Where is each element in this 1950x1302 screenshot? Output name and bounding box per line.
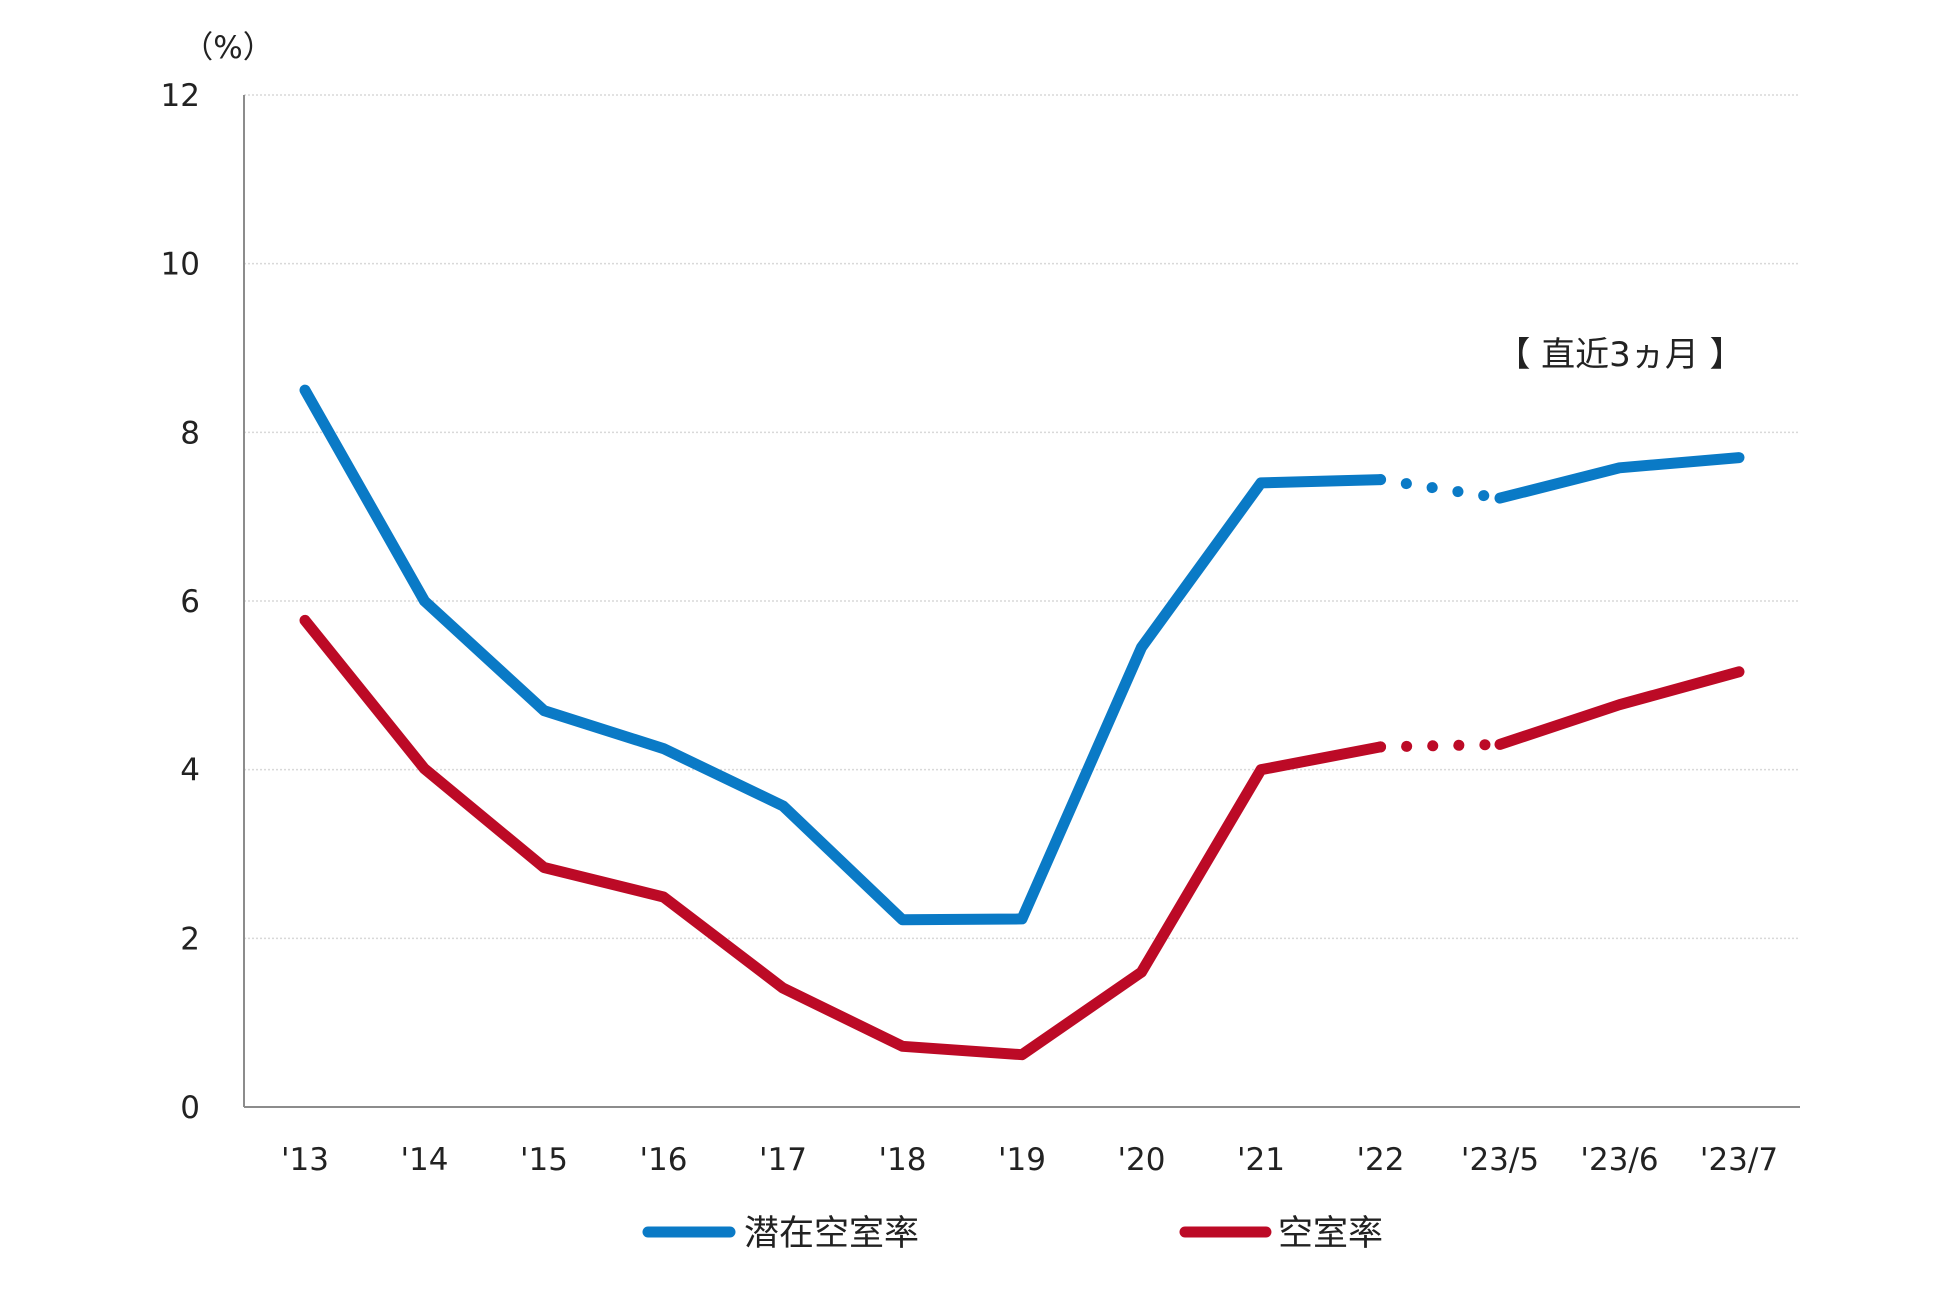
y-tick-label: 12 xyxy=(161,78,200,114)
series-line-2-gap xyxy=(1375,738,1506,753)
series-line-2-monthly xyxy=(1494,666,1745,750)
x-tick-label: '20 xyxy=(1118,1142,1166,1178)
x-tick-label: '13 xyxy=(281,1142,329,1178)
legend-label: 空室率 xyxy=(1278,1214,1383,1254)
x-tick-label: '18 xyxy=(879,1142,927,1178)
series-line-2-annual xyxy=(299,614,1386,1061)
axes: 0 2 4 6 8 10 12 '13 '14 '15 '16 '17 '18 '19 '20 '21 '22 '… xyxy=(161,78,1800,1178)
x-tick-label: '22 xyxy=(1357,1142,1405,1178)
y-tick-label: 6 xyxy=(180,584,200,620)
y-tick-label: 0 xyxy=(180,1090,200,1126)
y-axis-unit-label: （%） xyxy=(182,30,273,66)
x-tick-label: '23/6 xyxy=(1580,1142,1658,1178)
x-tick-label: '21 xyxy=(1237,1142,1285,1178)
y-tick-label: 10 xyxy=(161,247,200,283)
x-tick-label: '16 xyxy=(640,1142,688,1178)
legend-label: 潜在空室率 xyxy=(744,1214,919,1254)
x-tick-label: '14 xyxy=(401,1142,449,1178)
x-tick-label: '19 xyxy=(998,1142,1046,1178)
y-tick-label: 2 xyxy=(180,921,200,957)
x-tick-label: '15 xyxy=(520,1142,568,1178)
x-tick-label: '17 xyxy=(759,1142,807,1178)
y-tick-label: 4 xyxy=(180,753,200,789)
x-tick-label: '23/5 xyxy=(1461,1142,1539,1178)
gridlines xyxy=(244,94,1800,940)
series-line-1-gap xyxy=(1375,474,1506,504)
legend: 潜在空室率 空室率 xyxy=(642,1214,1383,1254)
y-tick-label: 8 xyxy=(180,415,200,451)
series-line-1-monthly xyxy=(1494,452,1745,504)
recent-three-months-annotation: 【 直近3ヵ月 】 xyxy=(1496,335,1743,375)
series-lines xyxy=(299,384,1745,1061)
x-tick-label: '23/7 xyxy=(1700,1142,1778,1178)
series-line-1-annual xyxy=(299,384,1386,926)
